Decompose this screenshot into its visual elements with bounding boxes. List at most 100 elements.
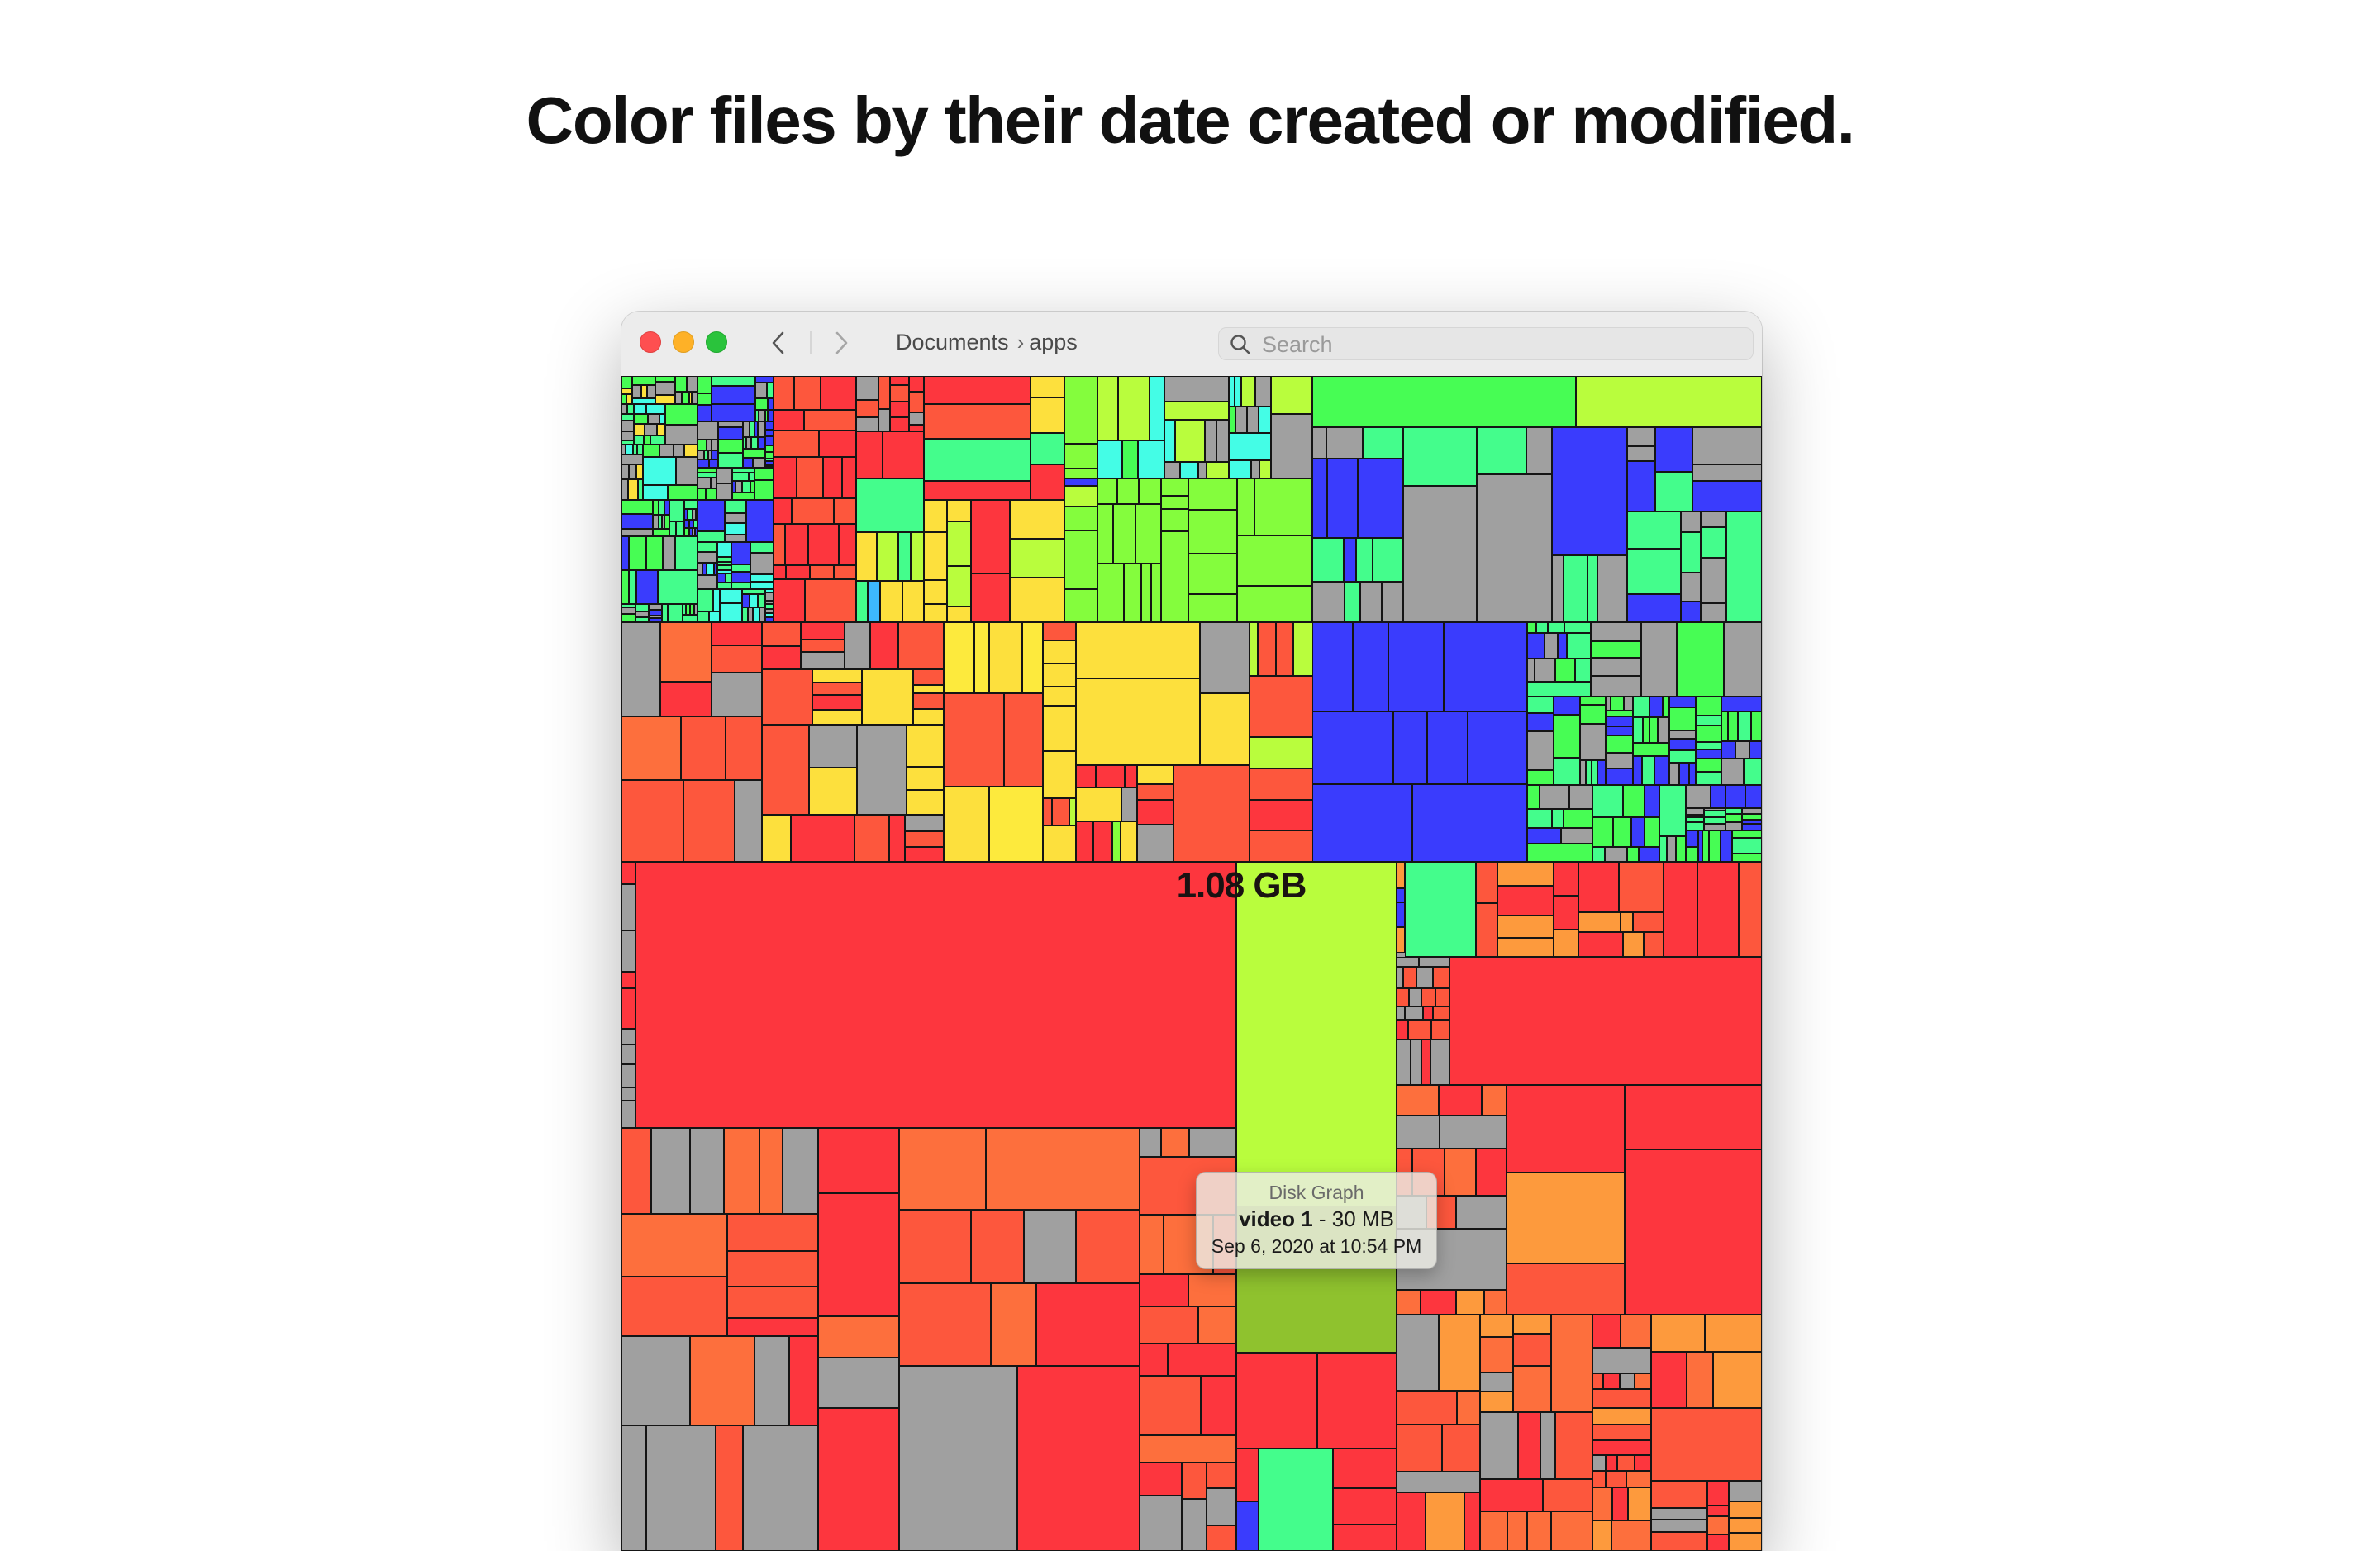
treemap-cell[interactable] [621,404,627,414]
treemap-cell[interactable] [717,565,731,570]
treemap-cell[interactable] [1635,1455,1651,1471]
treemap-cell[interactable] [1701,603,1726,622]
treemap-cell[interactable] [750,553,774,574]
treemap-cell[interactable] [890,376,909,385]
treemap-cell[interactable] [693,528,695,536]
treemap-cell[interactable] [720,589,742,603]
treemap-cell[interactable] [762,669,812,725]
treemap-cell[interactable] [1592,1471,1606,1487]
treemap-cell[interactable] [621,1336,690,1425]
treemap-cell[interactable] [725,513,746,523]
treemap-cell[interactable] [650,435,665,445]
treemap-cell[interactable] [1241,376,1255,407]
treemap-cell[interactable] [1236,1501,1259,1551]
treemap-cell[interactable] [1551,1511,1592,1551]
treemap-cell[interactable] [742,481,750,492]
treemap-cell[interactable] [635,611,649,617]
treemap-cell[interactable] [1554,758,1580,785]
treemap-cell[interactable] [1237,478,1254,535]
treemap-cell[interactable] [706,488,716,500]
treemap-cell[interactable] [783,1128,818,1214]
treemap-cell[interactable] [765,466,774,468]
treemap-cell[interactable] [971,1210,1024,1283]
treemap-cell[interactable] [621,570,629,604]
treemap-cell[interactable] [621,464,629,479]
treemap-cell[interactable] [1076,678,1200,765]
treemap-cell[interactable] [1548,622,1564,633]
treemap-cell[interactable] [1627,461,1655,511]
treemap-cell[interactable] [621,445,626,454]
treemap-cell[interactable] [628,479,638,500]
treemap-cell[interactable] [801,652,845,669]
treemap-cell[interactable] [774,457,797,498]
treemap-cell[interactable] [924,439,1031,481]
treemap-cell[interactable] [765,464,774,466]
treemap-cell[interactable] [1435,988,1449,1006]
treemap-cell[interactable] [1421,1290,1456,1315]
treemap-cell[interactable] [1497,916,1554,938]
treemap-cell[interactable] [675,392,682,404]
treemap-cell[interactable] [1739,862,1762,957]
treemap-cell[interactable] [1742,808,1762,814]
treemap-cell[interactable] [1507,1263,1625,1315]
treemap-cell[interactable] [750,582,774,589]
treemap-cell[interactable] [765,617,774,622]
treemap-cell[interactable] [731,542,750,564]
treemap-cell[interactable] [621,862,635,884]
treemap-cell[interactable] [1188,1274,1236,1306]
treemap-cell[interactable] [1587,555,1597,622]
treemap-cell[interactable] [1527,622,1536,633]
treemap-cell[interactable] [643,457,676,485]
treemap-cell[interactable] [801,640,845,652]
treemap-cell[interactable] [1651,1508,1707,1520]
treemap-cell[interactable] [1651,1315,1705,1352]
treemap-cell[interactable] [1333,1449,1397,1488]
treemap-cell[interactable] [1182,1499,1207,1551]
treemap-cell[interactable] [690,1128,724,1214]
treemap-cell[interactable] [1397,1391,1457,1425]
treemap-cell[interactable] [1552,809,1564,828]
treemap-cell[interactable] [1363,427,1403,459]
treemap-cell[interactable] [743,458,753,468]
treemap-cell[interactable] [1333,1488,1397,1525]
treemap-cell[interactable] [693,509,696,520]
treemap-cell[interactable] [629,464,636,479]
treemap-cell[interactable] [626,445,633,454]
treemap-cell[interactable] [754,480,774,500]
treemap-cell[interactable] [1621,1315,1651,1348]
treemap-cell[interactable] [971,573,1010,622]
treemap-cell[interactable] [1052,798,1069,825]
treemap-cell[interactable] [1043,825,1076,862]
treemap-cell[interactable] [1721,759,1744,785]
treemap-cell[interactable] [1669,730,1696,739]
treemap-cell[interactable] [1713,1352,1762,1408]
treemap-cell[interactable] [1137,825,1173,862]
treemap-cell[interactable] [821,376,856,410]
treemap-cell[interactable] [621,529,653,536]
treemap-cell[interactable] [716,1425,743,1551]
treemap-cell[interactable] [1276,622,1293,676]
treemap-cell[interactable] [774,498,792,524]
treemap-cell[interactable] [856,417,878,431]
disk-treemap[interactable] [621,376,1762,1551]
treemap-cell[interactable] [743,421,750,437]
treemap-cell[interactable] [1397,1492,1426,1551]
treemap-cell[interactable] [725,500,746,513]
treemap-cell[interactable] [1704,817,1726,824]
treemap-cell[interactable] [1726,808,1742,814]
treemap-cell[interactable] [1543,1479,1592,1511]
treemap-cell[interactable] [1207,462,1229,478]
treemap-cell[interactable] [727,1287,818,1318]
treemap-cell[interactable] [655,395,675,404]
treemap-cell[interactable] [1124,564,1141,622]
treemap-cell[interactable] [1122,440,1138,478]
treemap-cell[interactable] [1732,838,1762,854]
treemap-cell[interactable] [1456,1196,1507,1229]
treemap-cell[interactable] [649,616,662,618]
treemap-cell[interactable] [1076,821,1093,862]
treemap-cell[interactable] [1659,836,1667,862]
treemap-cell[interactable] [856,532,877,581]
treemap-cell[interactable] [913,685,944,693]
treemap-cell[interactable] [621,414,634,421]
treemap-cell[interactable] [1681,532,1701,573]
